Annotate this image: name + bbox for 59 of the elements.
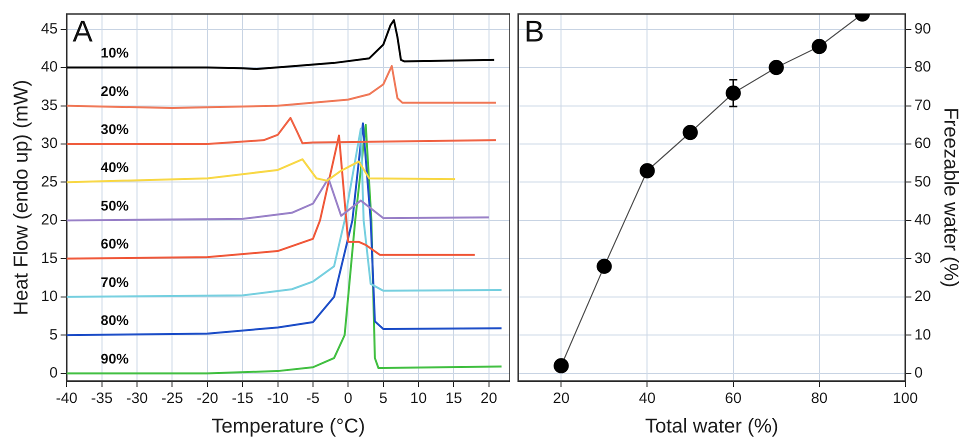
y2-tick-label: 20 [914,288,932,306]
y-tick-label: 5 [49,326,58,344]
x-tick-label: 5 [379,390,388,408]
x-tick-label: 60 [724,390,742,408]
y-axis-title: Heat Flow (endo up) (mW) [10,80,33,316]
y2-tick-label: 0 [914,364,923,382]
y2-tick-label: 80 [914,58,932,76]
x-axis-title: Temperature (°C) [212,416,366,438]
x-axis-title: Total water (%) [645,416,778,438]
y2-tick-label: 60 [914,135,932,152]
x-tick-label: 15 [445,390,462,408]
y2-tick-label: 90 [914,20,932,38]
point [554,358,569,374]
x-tick-label: 10 [410,390,427,408]
point [682,124,698,140]
x-tick-label: -10 [266,390,289,408]
annotation: B [524,15,544,48]
x-tick-label: 100 [892,390,918,408]
series-label: 70% [100,274,130,290]
point [640,163,655,178]
series-label: 10% [100,44,130,61]
series-label: 60% [100,236,130,252]
y2-tick-label: 40 [914,212,932,229]
x-tick-label: 0 [344,390,352,408]
y-tick-label: 25 [40,173,58,190]
y-tick-label: 20 [40,212,58,229]
x-tick-label: -5 [306,390,320,408]
point [596,258,612,274]
y-tick-label: 35 [40,96,58,114]
y-tick-label: 45 [40,20,58,38]
series-label: 30% [100,120,130,137]
x-tick-label: -25 [161,390,184,408]
x-tick-label: -15 [232,390,254,408]
y2-tick-label: 70 [914,96,932,114]
y-tick-label: 0 [49,364,58,382]
series-label: 20% [100,82,130,99]
x-tick-label: -20 [196,390,218,408]
y-tick-label: 10 [40,288,58,306]
x-tick-label: 20 [552,390,570,408]
x-tick-label: -35 [91,390,113,408]
annotation: A [72,15,93,48]
series-label: 40% [100,159,130,176]
series-label: 80% [100,312,130,328]
x-tick-label: -40 [56,390,78,408]
point [768,60,784,76]
y2-tick-label: 30 [914,250,932,267]
x-tick-label: 40 [638,390,656,408]
y2-tick-label: 10 [914,326,932,344]
y2-axis-title: Freezable water (%) [939,107,962,288]
y-tick-label: 30 [40,135,58,152]
y2-tick-label: 50 [914,173,932,190]
y-tick-label: 15 [40,250,58,267]
x-tick-label: 20 [480,390,498,408]
series-label: 50% [100,197,130,214]
x-tick-label: -30 [126,390,148,408]
point [812,38,827,54]
series-label: 90% [100,350,130,366]
y-tick-label: 40 [40,58,58,76]
x-tick-label: 80 [810,390,828,408]
